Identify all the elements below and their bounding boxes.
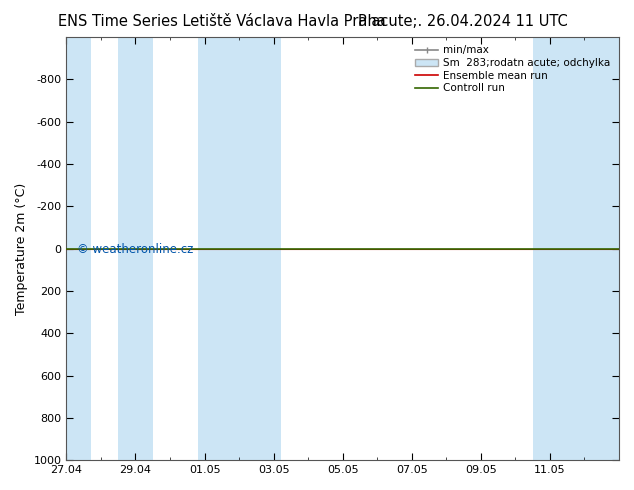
Bar [198, 37, 280, 460]
Legend: min/max, Sm  283;rodatn acute; odchylka, Ensemble mean run, Controll run: min/max, Sm 283;rodatn acute; odchylka, … [412, 42, 614, 97]
Text: P acute;. 26.04.2024 11 UTC: P acute;. 26.04.2024 11 UTC [358, 14, 567, 29]
Text: © weatheronline.cz: © weatheronline.cz [77, 244, 194, 256]
Bar [67, 37, 91, 460]
Text: ENS Time Series Letiště Václava Havla Praha: ENS Time Series Letiště Václava Havla Pr… [58, 14, 385, 29]
Bar [118, 37, 153, 460]
Y-axis label: Temperature 2m (°C): Temperature 2m (°C) [15, 182, 28, 315]
Bar [533, 37, 619, 460]
